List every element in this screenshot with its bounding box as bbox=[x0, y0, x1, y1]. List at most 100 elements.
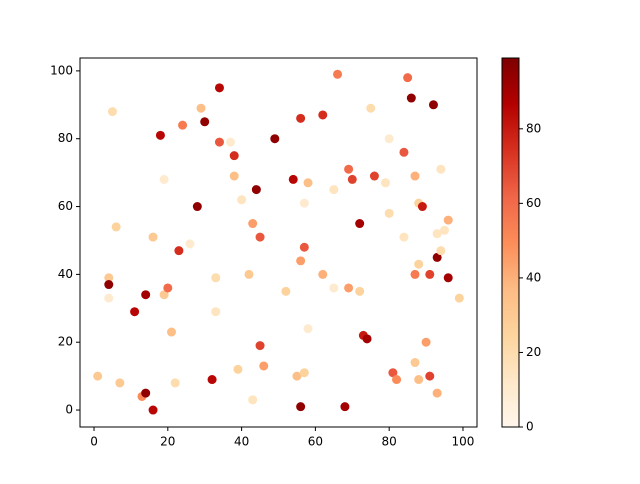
x-tick-label: 80 bbox=[382, 435, 397, 449]
point bbox=[417, 202, 427, 212]
point bbox=[425, 371, 435, 381]
point bbox=[270, 134, 280, 144]
point bbox=[200, 117, 210, 127]
y-tick-label: 80 bbox=[58, 131, 73, 145]
point bbox=[296, 113, 306, 123]
point bbox=[392, 375, 402, 385]
point bbox=[281, 286, 291, 296]
point bbox=[255, 341, 265, 351]
x-tick-label: 40 bbox=[234, 435, 249, 449]
point bbox=[443, 215, 453, 225]
point bbox=[344, 283, 354, 293]
colorbar-frame bbox=[501, 57, 520, 428]
point bbox=[229, 151, 239, 161]
point bbox=[333, 69, 343, 79]
point bbox=[226, 137, 236, 147]
point bbox=[299, 368, 309, 378]
point bbox=[410, 358, 420, 368]
point bbox=[366, 103, 376, 113]
point bbox=[410, 269, 420, 279]
point bbox=[440, 225, 450, 235]
point bbox=[362, 334, 372, 344]
point bbox=[178, 120, 188, 130]
point bbox=[318, 269, 328, 279]
point bbox=[159, 174, 169, 184]
point bbox=[432, 252, 442, 262]
y-tick-label: 60 bbox=[58, 199, 73, 213]
point bbox=[148, 405, 158, 415]
colorbar-tick-label: 80 bbox=[526, 121, 541, 135]
point bbox=[432, 229, 442, 239]
point bbox=[130, 307, 140, 317]
y-tick-label: 20 bbox=[58, 335, 73, 349]
point bbox=[399, 232, 409, 242]
point bbox=[111, 222, 121, 232]
point bbox=[355, 219, 365, 229]
point bbox=[211, 307, 221, 317]
colorbar bbox=[502, 58, 519, 427]
point bbox=[384, 208, 394, 218]
point bbox=[344, 164, 354, 174]
point bbox=[159, 290, 169, 300]
point bbox=[192, 202, 202, 212]
point bbox=[185, 239, 195, 249]
y-tick-label: 40 bbox=[58, 267, 73, 281]
point bbox=[414, 375, 424, 385]
point bbox=[214, 83, 224, 93]
point bbox=[288, 174, 298, 184]
x-tick-label: 20 bbox=[160, 435, 175, 449]
point bbox=[421, 337, 431, 347]
colorbar-tick-label: 60 bbox=[526, 196, 541, 210]
point bbox=[93, 371, 103, 381]
point bbox=[155, 130, 165, 140]
point bbox=[399, 147, 409, 157]
point bbox=[174, 246, 184, 256]
point bbox=[104, 280, 114, 290]
plot-frame bbox=[79, 57, 478, 428]
point bbox=[259, 361, 269, 371]
point bbox=[296, 402, 306, 412]
y-tick-label: 0 bbox=[65, 403, 73, 417]
point bbox=[104, 293, 114, 303]
point bbox=[148, 232, 158, 242]
point bbox=[248, 219, 258, 229]
point bbox=[251, 185, 261, 195]
x-tick-label: 0 bbox=[90, 435, 98, 449]
point bbox=[107, 107, 117, 117]
point bbox=[296, 256, 306, 266]
point bbox=[380, 178, 390, 188]
point bbox=[384, 134, 394, 144]
colorbar-tick-label: 20 bbox=[526, 345, 541, 359]
point bbox=[303, 178, 313, 188]
point bbox=[196, 103, 206, 113]
point bbox=[414, 259, 424, 269]
point bbox=[454, 293, 464, 303]
point bbox=[369, 171, 379, 181]
point bbox=[303, 324, 313, 334]
colorbar-tick-label: 40 bbox=[526, 270, 541, 284]
point bbox=[233, 364, 243, 374]
point bbox=[340, 402, 350, 412]
point bbox=[170, 378, 180, 388]
point bbox=[115, 378, 125, 388]
point bbox=[403, 73, 413, 83]
x-tick-label: 60 bbox=[308, 435, 323, 449]
point bbox=[347, 174, 357, 184]
y-tick-label: 100 bbox=[50, 63, 73, 77]
point bbox=[255, 232, 265, 242]
point bbox=[229, 171, 239, 181]
colorbar-tick-label: 0 bbox=[526, 420, 534, 434]
point bbox=[329, 185, 339, 195]
point bbox=[299, 242, 309, 252]
point bbox=[436, 164, 446, 174]
point bbox=[292, 371, 302, 381]
point bbox=[436, 246, 446, 256]
point bbox=[211, 273, 221, 283]
point bbox=[425, 269, 435, 279]
point bbox=[388, 368, 398, 378]
point bbox=[443, 273, 453, 283]
point bbox=[410, 171, 420, 181]
x-tick-label: 100 bbox=[452, 435, 475, 449]
point bbox=[141, 290, 151, 300]
